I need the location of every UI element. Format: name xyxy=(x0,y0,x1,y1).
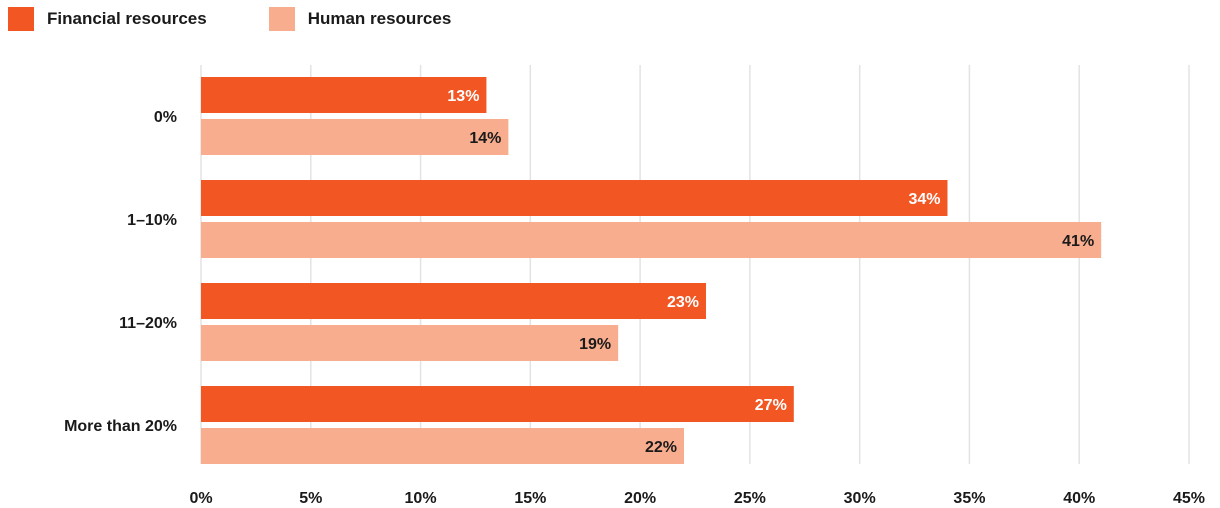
x-tick-label: 30% xyxy=(844,490,876,507)
x-tick-label: 15% xyxy=(514,490,546,507)
bar xyxy=(201,180,948,216)
bar xyxy=(201,428,685,464)
legend-label-human: Human resources xyxy=(307,9,452,28)
x-tick-label: 40% xyxy=(1063,490,1095,507)
data-label: 22% xyxy=(645,439,677,456)
bar xyxy=(201,325,619,361)
data-label: 34% xyxy=(908,191,940,208)
x-tick-label: 0% xyxy=(189,490,212,507)
x-axis-tick-labels: 0% 5% 10% 15% 20% 25% 30% 35% 40% 45% xyxy=(189,490,1205,507)
category-label: 11–20% xyxy=(119,315,177,332)
category-label: 1–10% xyxy=(127,212,177,229)
legend-swatch-human xyxy=(268,7,295,31)
legend-item-human: Human resources xyxy=(268,7,452,31)
category-label: More than 20% xyxy=(64,418,177,435)
bar xyxy=(201,283,706,319)
category-labels: 0% 1–10% 11–20% More than 20% xyxy=(64,109,177,435)
bar xyxy=(201,386,794,422)
data-label: 41% xyxy=(1062,233,1094,250)
x-tick-label: 45% xyxy=(1173,490,1205,507)
category-label: 0% xyxy=(154,109,177,126)
bar xyxy=(201,222,1102,258)
data-label: 13% xyxy=(447,88,479,105)
data-label: 19% xyxy=(579,336,611,353)
data-labels: 13% 14% 34% 41% 23% 19% 27% 22% xyxy=(447,88,1094,456)
x-tick-label: 20% xyxy=(624,490,656,507)
x-tick-label: 35% xyxy=(953,490,985,507)
legend-label-financial: Financial resources xyxy=(47,9,207,28)
x-tick-label: 10% xyxy=(405,490,437,507)
legend-swatch-financial xyxy=(8,7,34,31)
bar xyxy=(201,119,509,155)
data-label: 23% xyxy=(667,294,699,311)
legend-item-financial: Financial resources xyxy=(8,7,207,31)
bars xyxy=(201,77,1102,464)
bar xyxy=(201,77,487,113)
x-tick-label: 25% xyxy=(734,490,766,507)
legend: Financial resources Human resources xyxy=(8,7,513,31)
data-label: 27% xyxy=(755,397,787,414)
data-label: 14% xyxy=(469,130,501,147)
x-tick-label: 5% xyxy=(299,490,322,507)
